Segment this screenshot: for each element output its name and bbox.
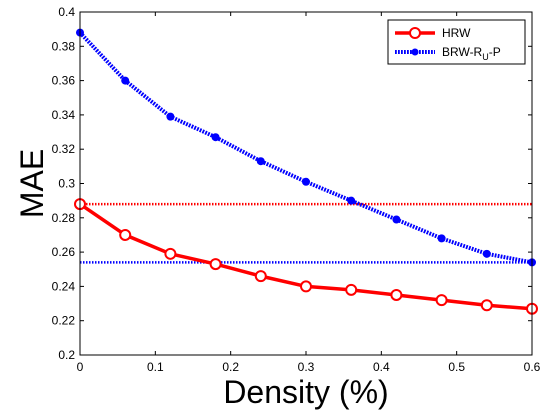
data-point [437,234,446,243]
y-tick-label: 0.32 [52,142,76,156]
y-tick-label: 0.2 [58,348,75,362]
data-point [392,215,401,224]
legend-swatch-marker [411,48,419,56]
data-point [254,270,267,283]
data-point [482,249,491,258]
data-point [390,288,403,301]
data-point [256,157,265,166]
data-point [480,299,493,312]
legend-swatch-marker [409,27,421,39]
y-tick-label: 0.4 [58,5,75,19]
y-tick-label: 0.22 [52,314,76,328]
legend-label-main: BRW-R [442,45,483,59]
legend-box [387,19,526,65]
y-tick-label: 0.28 [52,211,76,225]
x-tick-label: 0.2 [222,360,239,374]
x-tick-label: 0 [77,360,84,374]
y-tick-label: 0.3 [58,177,75,191]
y-tick-label: 0.36 [52,74,76,88]
legend-label-suffix: -P [489,45,501,59]
data-point [345,283,358,296]
legend-label-subscript: U [482,52,489,62]
data-point [435,294,448,307]
legend-label-main: HRW [442,26,471,40]
data-point [166,112,175,121]
x-tick-label: 0.4 [373,360,390,374]
y-axis-title: MAE [14,149,50,218]
x-tick-label: 0.1 [147,360,164,374]
data-point [209,258,222,271]
data-point [300,280,312,293]
y-tick-label: 0.26 [52,245,76,259]
data-point [119,228,132,241]
y-tick-label: 0.38 [52,39,76,53]
legend: HRW BRW-RU-P [387,19,526,65]
legend-label: BRW-RU-P [442,45,501,62]
legend-label: HRW [442,26,471,40]
y-tick-label: 0.24 [52,279,76,293]
data-point [302,177,310,186]
data-point [164,247,177,260]
axis-ticks: 0 0.1 0.2 0.3 0.4 0.5 0.6 0.2 0.22 0.24 0.26 0.28 0.… [52,5,541,374]
data-point [121,76,130,85]
x-tick-label: 0.3 [298,360,315,374]
x-tick-label: 0.5 [448,360,465,374]
reference-lines [80,202,532,264]
y-tick-label: 0.34 [52,108,76,122]
x-axis-title: Density (%) [223,374,388,410]
x-tick-label: 0.6 [524,360,541,374]
data-point [211,133,220,142]
data-point [347,196,356,205]
